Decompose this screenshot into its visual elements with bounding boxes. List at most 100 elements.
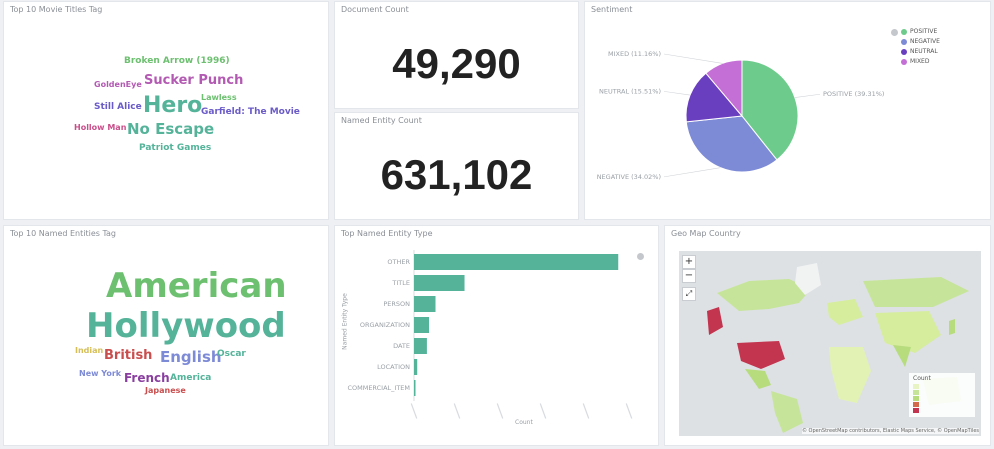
word-3[interactable]: GoldenEye <box>94 80 142 89</box>
x-tick-mark <box>625 403 633 419</box>
word-6[interactable]: Still Alice <box>94 102 142 112</box>
pie-slice-label: NEGATIVE (34.02%) <box>597 173 661 181</box>
word-1[interactable]: American <box>106 266 287 306</box>
panel-document-count: Document Count 49,290 <box>334 1 579 109</box>
named-entity-count-value: 631,102 <box>380 151 533 198</box>
panel-title: Sentiment <box>591 5 633 14</box>
legend-item-mixed[interactable]: MIXED <box>901 58 929 65</box>
pie-slice-neutral <box>685 72 743 123</box>
word-9[interactable]: America <box>170 373 212 383</box>
bar-location <box>414 359 418 375</box>
pie-slice-label: NEUTRAL (15.51%) <box>599 87 661 95</box>
y-tick-label: OTHER <box>387 258 410 266</box>
panel-named-entity-count: Named Entity Count 631,102 <box>334 112 579 220</box>
y-tick-label: DATE <box>393 342 410 350</box>
entity-type-bar-chart[interactable]: OTHER TITLE PERSON ORGANIZATION DATE LOCATION… <box>335 226 659 446</box>
pie-leader-line <box>663 91 691 96</box>
word-8[interactable]: French <box>124 371 170 385</box>
country-canada <box>717 279 811 311</box>
word-4[interactable]: British <box>104 348 153 363</box>
panel-title: Geo Map Country <box>671 229 741 238</box>
word-3[interactable]: Indian <box>75 346 104 355</box>
word-2[interactable]: Sucker Punch <box>144 73 244 88</box>
map-canvas[interactable]: + − ⤢ Count © OpenStreetMap contributors… <box>679 251 981 436</box>
map-legend-title: Count <box>913 375 931 382</box>
bar-commercial_item <box>414 380 416 396</box>
word-6[interactable]: Oscar <box>217 349 246 359</box>
legend-swatch <box>901 28 907 35</box>
country-greenland <box>795 263 821 295</box>
country-mexico <box>745 369 771 389</box>
country-japan <box>949 319 955 335</box>
country-alaska <box>707 307 723 335</box>
chart-info-icon[interactable] <box>637 253 644 260</box>
word-8[interactable]: Hollow Man <box>74 123 127 132</box>
legend-label: NEGATIVE <box>910 38 940 45</box>
pie-slice-mixed <box>705 59 743 118</box>
pie-leader-line <box>794 93 821 98</box>
country-europe <box>827 299 863 325</box>
word-4[interactable]: Hero <box>143 93 203 118</box>
panel-title: Document Count <box>341 5 409 14</box>
x-tick-mark <box>539 403 547 419</box>
sentiment-pie-chart[interactable]: POSITIVE (39.31%) NEGATIVE (34.02%) NEUTRA… <box>585 2 991 220</box>
map-legend-swatch <box>913 408 919 413</box>
zoom-out-button[interactable]: − <box>682 269 696 283</box>
y-axis-title: Named Entity Type <box>341 293 349 350</box>
word-9[interactable]: No Escape <box>127 120 215 138</box>
map-legend-swatch <box>913 390 919 395</box>
map-legend-swatch <box>913 402 919 407</box>
pie-slice-label: POSITIVE (39.31%) <box>823 90 884 98</box>
pie-slice-label: MIXED (11.16%) <box>608 50 661 58</box>
word-1[interactable]: Broken Arrow (1996) <box>124 56 230 66</box>
bar-other <box>414 254 619 270</box>
panel-title: Top 10 Named Entities Tag <box>10 229 117 238</box>
pie-leader-line <box>663 53 723 64</box>
word-2[interactable]: Hollywood <box>86 306 286 346</box>
pie-leader-line <box>663 167 721 178</box>
y-tick-label: LOCATION <box>377 363 410 371</box>
map-legend-swatch <box>913 396 919 401</box>
x-tick-mark <box>453 403 461 419</box>
bar-organization <box>414 317 430 333</box>
panel-movie-titles: Top 10 Movie Titles Tag Broken Arrow (19… <box>3 1 329 220</box>
country-south-america <box>771 391 803 433</box>
word-7[interactable]: Garfield: The Movie <box>201 107 300 117</box>
panel-title: Top Named Entity Type <box>341 229 433 238</box>
y-tick-label: PERSON <box>383 300 410 308</box>
y-tick-label: TITLE <box>391 279 410 287</box>
legend-swatch <box>901 48 907 55</box>
legend-toggle-icon[interactable] <box>891 29 898 36</box>
x-tick-mark <box>582 403 590 419</box>
panel-entity-types: Top Named Entity Type OTHER TITLE PERSON OR… <box>334 225 659 446</box>
word-7[interactable]: New York <box>79 369 122 378</box>
country-asia <box>875 311 941 353</box>
bar-person <box>414 296 436 312</box>
y-tick-label: ORGANIZATION <box>360 321 410 329</box>
legend-label: NEUTRAL <box>910 48 938 55</box>
word-5[interactable]: Lawless <box>201 93 237 102</box>
zoom-in-button[interactable]: + <box>682 255 696 269</box>
legend-label: POSITIVE <box>910 28 938 35</box>
legend-item-positive[interactable]: POSITIVE <box>901 28 937 35</box>
legend-item-negative[interactable]: NEGATIVE <box>901 38 940 45</box>
map-legend: Count <box>909 373 975 417</box>
word-5[interactable]: English <box>160 348 222 366</box>
panel-title: Top 10 Movie Titles Tag <box>10 5 103 14</box>
x-tick-mark <box>496 403 504 419</box>
x-axis-title: Count <box>515 419 533 426</box>
country-russia <box>863 277 969 307</box>
fit-bounds-button[interactable]: ⤢ <box>682 287 696 301</box>
legend-swatch <box>901 38 907 45</box>
country-africa <box>829 347 871 403</box>
word-10[interactable]: Patriot Games <box>139 143 212 153</box>
panel-geo-map: Geo Map Country + − ⤢ Count © <box>664 225 991 446</box>
document-count-value: 49,290 <box>392 40 521 87</box>
panel-title: Named Entity Count <box>341 116 422 125</box>
legend-item-neutral[interactable]: NEUTRAL <box>901 48 938 55</box>
x-tick-mark <box>410 403 418 419</box>
legend-label: MIXED <box>910 58 930 65</box>
word-10[interactable]: Japanese <box>145 386 186 395</box>
panel-sentiment: Sentiment POSITIVE (39.31%) NEGATIVE (34.… <box>584 1 991 220</box>
panel-named-entities: Top 10 Named Entities Tag American Holly… <box>3 225 329 446</box>
